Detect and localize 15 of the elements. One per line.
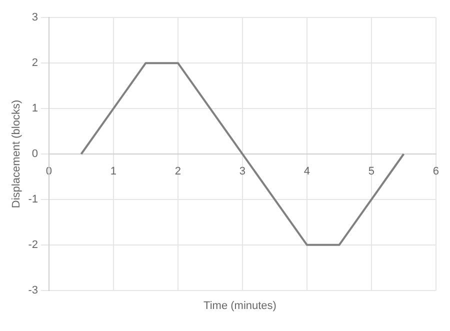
y-tick-label: -1 [28, 194, 38, 206]
y-tick-label: 1 [32, 102, 38, 115]
y-tick-label: 0 [32, 148, 38, 160]
x-tick-label: 5 [368, 166, 375, 178]
x-tick-label: 1 [110, 166, 117, 178]
y-tick-label: -3 [28, 284, 38, 296]
y-tick-label: 3 [32, 12, 38, 24]
x-tick-label: 3 [239, 166, 246, 178]
x-axis-title: Time (minutes) [202, 300, 278, 312]
y-tick-label: 2 [32, 57, 38, 70]
x-tick-label: 6 [432, 166, 440, 178]
y-axis-title: Displacement (blocks) [10, 100, 23, 208]
x-tick-label: 4 [304, 166, 310, 178]
y-tick-label: -2 [28, 238, 38, 251]
x-tick-label: 2 [174, 166, 182, 178]
